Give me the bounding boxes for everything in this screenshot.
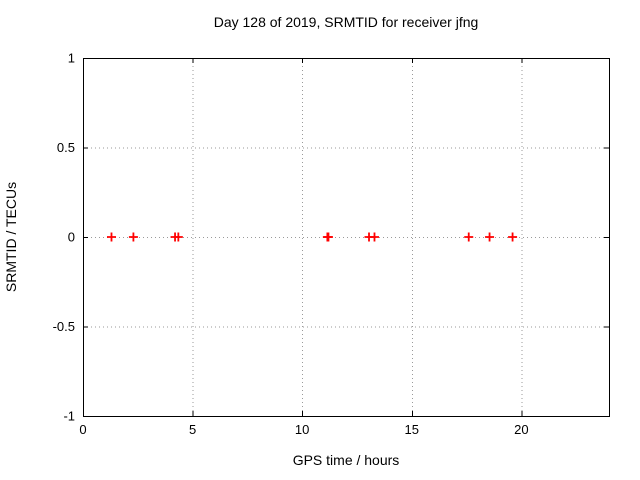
data-point: [128, 232, 138, 242]
data-point: [106, 232, 116, 242]
x-axis-label: GPS time / hours: [292, 452, 400, 468]
y-tick-label: -1: [63, 409, 75, 424]
data-point: [464, 232, 474, 242]
data-point: [173, 232, 183, 242]
x-tick-label: 5: [189, 422, 196, 437]
chart-title: Day 128 of 2019, SRMTID for receiver jfn…: [213, 14, 479, 30]
x-tick-label: 20: [514, 422, 528, 437]
plot-border: [83, 58, 610, 417]
data-point: [369, 232, 379, 242]
data-point: [485, 232, 495, 242]
y-tick-label: -0.5: [53, 319, 75, 334]
x-tick-label: 10: [295, 422, 309, 437]
x-tick-label: 0: [79, 422, 86, 437]
y-tick-label: 0: [68, 230, 75, 245]
data-point: [323, 232, 333, 242]
y-tick-label: 0.5: [57, 140, 75, 155]
data-point: [508, 232, 518, 242]
y-tick-label: 1: [68, 51, 75, 66]
x-tick-label: 15: [405, 422, 419, 437]
